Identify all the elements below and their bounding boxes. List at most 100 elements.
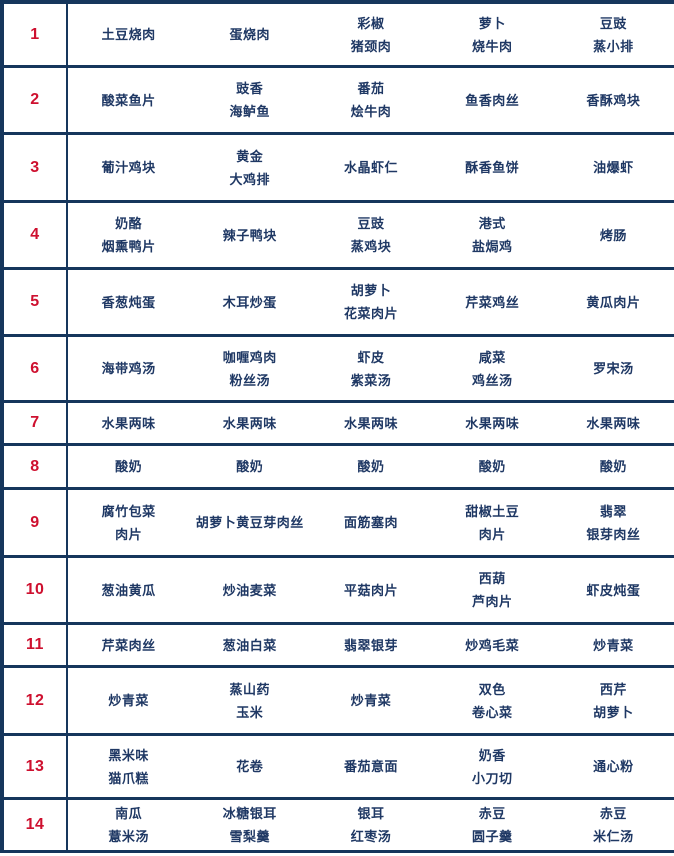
row-number: 9 xyxy=(4,490,68,555)
row-number: 11 xyxy=(4,625,68,665)
dish-cell: 木耳炒蛋 xyxy=(222,294,277,310)
dish-cell: 炒青菜 xyxy=(108,693,149,708)
dish-cell: 通心粉 xyxy=(593,759,634,774)
dish-cell: 番茄意面 xyxy=(344,759,399,774)
dish-cell: 西芹 胡萝卜 xyxy=(593,681,634,720)
dish-cell: 西葫 芦肉片 xyxy=(471,571,513,609)
menu-row-11: 11 芹菜肉丝 葱油白菜 翡翠银芽 炒鸡毛菜 炒青菜 xyxy=(4,625,674,668)
menu-row-13: 13 黑米味 猫爪糕 花卷 番茄意面 奶香 小刀切 通心粉 xyxy=(4,736,674,800)
menu-row-12: 12 炒青菜 蒸山药 玉米 炒青菜 双色 卷心菜 西芹 胡萝卜 xyxy=(4,668,674,736)
dish-cell: 彩椒 猪颈肉 xyxy=(350,15,392,54)
dish-cell: 油爆虾 xyxy=(593,160,634,175)
dish-cell: 银耳 红枣汤 xyxy=(350,806,392,844)
dish-cell: 双色 卷心菜 xyxy=(471,681,513,720)
dish-cell: 葡汁鸡块 xyxy=(101,160,156,175)
dish-cell: 甜椒土豆 肉片 xyxy=(465,503,520,542)
dish-cell: 面筋塞肉 xyxy=(344,515,399,530)
dish-cell: 咖喱鸡肉 粉丝汤 xyxy=(222,349,277,388)
menu-row-4: 4 奶酪 烟熏鸭片 辣子鸭块 豆豉 蒸鸡块 港式 盐焗鸡 烤肠 xyxy=(4,203,674,270)
row-number: 6 xyxy=(4,337,68,400)
dish-cell: 蒸山药 玉米 xyxy=(229,681,271,720)
dish-cell: 水果两味 xyxy=(344,415,399,431)
dish-cell: 花卷 xyxy=(236,759,264,774)
row-number: 3 xyxy=(4,135,68,200)
dish-cell: 咸菜 鸡丝汤 xyxy=(471,349,513,388)
dish-cell: 冰糖银耳 雪梨羹 xyxy=(222,806,277,844)
row-number: 5 xyxy=(4,270,68,334)
row-number: 4 xyxy=(4,203,68,267)
menu-row-6: 6 海带鸡汤 咖喱鸡肉 粉丝汤 虾皮 紫菜汤 咸菜 鸡丝汤 罗宋汤 xyxy=(4,337,674,403)
dish-cell: 酥香鱼饼 xyxy=(465,160,520,175)
dish-cell: 腐竹包菜 肉片 xyxy=(101,503,156,542)
dish-cell: 奶香 小刀切 xyxy=(471,747,513,786)
row-number: 8 xyxy=(4,446,68,487)
dish-cell: 炒青菜 xyxy=(350,693,392,708)
dish-cell: 豉香 海鲈鱼 xyxy=(229,81,271,119)
dish-cell: 黑米味 猫爪糕 xyxy=(108,747,149,786)
dish-cell: 胡萝卜 花菜肉片 xyxy=(344,283,399,321)
dish-cell: 翡翠银芽 xyxy=(344,637,399,653)
dish-cell: 炒油麦菜 xyxy=(222,582,277,598)
dish-cell: 蛋烧肉 xyxy=(229,27,271,42)
dish-cell: 土豆烧肉 xyxy=(101,27,156,42)
dish-cell: 平菇肉片 xyxy=(344,582,399,598)
menu-row-2: 2 酸菜鱼片 豉香 海鲈鱼 番茄 烩牛肉 鱼香肉丝 香酥鸡块 xyxy=(4,68,674,135)
dish-cell: 港式 盐焗鸡 xyxy=(471,216,513,254)
dish-cell: 豆豉 蒸小排 xyxy=(593,15,634,54)
row-number: 13 xyxy=(4,736,68,797)
menu-row-9: 9 腐竹包菜 肉片 胡萝卜黄豆芽肉丝 面筋塞肉 甜椒土豆 肉片 翡翠 银芽肉丝 xyxy=(4,490,674,558)
dish-cell: 葱油白菜 xyxy=(222,637,277,653)
row-number: 12 xyxy=(4,668,68,733)
dish-cell: 罗宋汤 xyxy=(593,361,634,376)
dish-cell: 香酥鸡块 xyxy=(586,92,641,108)
dish-cell: 萝卜 烧牛肉 xyxy=(471,15,513,54)
row-number: 1 xyxy=(4,4,68,65)
dish-cell: 赤豆 圆子羹 xyxy=(471,806,513,844)
row-number: 7 xyxy=(4,403,68,443)
dish-cell: 胡萝卜黄豆芽肉丝 xyxy=(195,515,304,530)
dish-cell: 虾皮炖蛋 xyxy=(586,582,641,598)
dish-cell: 酸奶 xyxy=(236,459,264,474)
dish-cell: 酸奶 xyxy=(357,459,385,474)
dish-cell: 酸奶 xyxy=(599,459,627,474)
dish-cell: 黄瓜肉片 xyxy=(586,294,641,310)
dish-cell: 水果两味 xyxy=(101,415,156,431)
dish-cell: 南瓜 薏米汤 xyxy=(108,806,149,844)
dish-cell: 豆豉 蒸鸡块 xyxy=(350,216,392,254)
dish-cell: 炒鸡毛菜 xyxy=(465,637,520,653)
dish-cell: 鱼香肉丝 xyxy=(465,92,520,108)
dish-cell: 番茄 烩牛肉 xyxy=(350,81,392,119)
dish-cell: 奶酪 烟熏鸭片 xyxy=(101,216,156,254)
menu-row-10: 10 葱油黄瓜 炒油麦菜 平菇肉片 西葫 芦肉片 虾皮炖蛋 xyxy=(4,558,674,625)
dish-cell: 芹菜肉丝 xyxy=(101,637,156,653)
dish-cell: 水果两味 xyxy=(465,415,520,431)
menu-row-8: 8 酸奶 酸奶 酸奶 酸奶 酸奶 xyxy=(4,446,674,490)
dish-cell: 翡翠 银芽肉丝 xyxy=(586,503,641,542)
row-number: 10 xyxy=(4,558,68,622)
dish-cell: 酸菜鱼片 xyxy=(101,92,156,108)
menu-row-14: 14 南瓜 薏米汤 冰糖银耳 雪梨羹 银耳 红枣汤 赤豆 圆子羹 赤豆 米仁汤 xyxy=(4,800,674,853)
dish-cell: 炒青菜 xyxy=(593,637,634,653)
dish-cell: 芹菜鸡丝 xyxy=(465,294,520,310)
dish-cell: 香葱炖蛋 xyxy=(101,294,156,310)
dish-cell: 水果两味 xyxy=(222,415,277,431)
dish-cell: 赤豆 米仁汤 xyxy=(593,806,634,844)
dish-cell: 黄金 大鸡排 xyxy=(229,148,271,187)
row-number: 14 xyxy=(4,800,68,850)
menu-row-1: 1 土豆烧肉 蛋烧肉 彩椒 猪颈肉 萝卜 烧牛肉 豆豉 蒸小排 xyxy=(4,4,674,68)
dish-cell: 烤肠 xyxy=(599,227,627,243)
dish-cell: 水晶虾仁 xyxy=(344,160,399,175)
dish-cell: 辣子鸭块 xyxy=(222,227,277,243)
menu-row-7: 7 水果两味 水果两味 水果两味 水果两味 水果两味 xyxy=(4,403,674,446)
menu-row-3: 3 葡汁鸡块 黄金 大鸡排 水晶虾仁 酥香鱼饼 油爆虾 xyxy=(4,135,674,203)
dish-cell: 虾皮 紫菜汤 xyxy=(350,349,392,388)
dish-cell: 水果两味 xyxy=(586,415,641,431)
row-number: 2 xyxy=(4,68,68,132)
menu-row-5: 5 香葱炖蛋 木耳炒蛋 胡萝卜 花菜肉片 芹菜鸡丝 黄瓜肉片 xyxy=(4,270,674,337)
dish-cell: 海带鸡汤 xyxy=(101,361,156,376)
dish-cell: 酸奶 xyxy=(115,459,143,474)
dish-cell: 葱油黄瓜 xyxy=(101,582,156,598)
dish-cell: 酸奶 xyxy=(478,459,506,474)
